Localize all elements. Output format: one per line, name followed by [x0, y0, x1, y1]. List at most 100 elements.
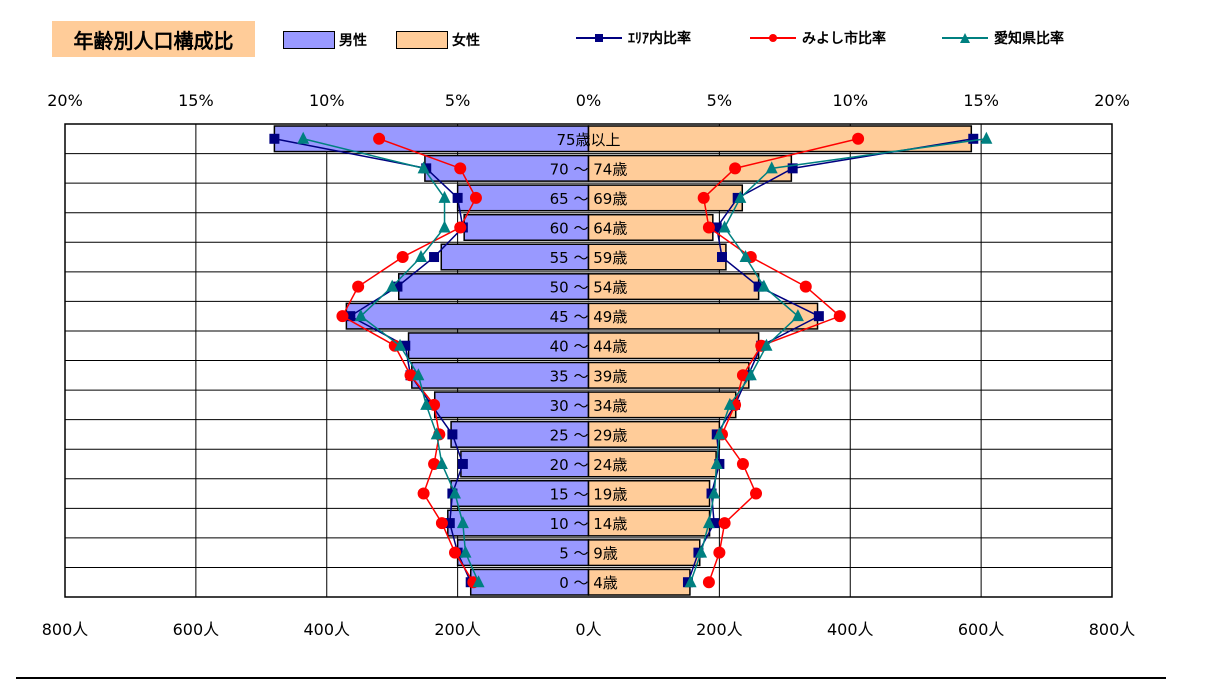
top-axis-tick-label: 20%	[47, 91, 83, 110]
male-bar	[411, 361, 590, 389]
ratio-point-square	[392, 281, 403, 292]
ratio-point-circle	[469, 191, 482, 204]
ratio-point-triangle	[430, 427, 443, 440]
legend-female-label: 女性	[452, 33, 480, 49]
ratio-point-square	[447, 429, 458, 440]
ratio-point-triangle	[684, 575, 697, 588]
male-bar	[456, 539, 590, 567]
ratio-point-square	[787, 163, 798, 174]
ratio-point-square	[444, 518, 455, 529]
ratio-point-triangle	[708, 486, 721, 499]
legend-area-ratio-line	[576, 34, 622, 42]
category-label: 55 ～ 59歳	[550, 249, 628, 267]
ratio-point-square	[345, 311, 356, 322]
legend-male-label: 男性	[339, 33, 367, 49]
ratio-point-circle	[718, 517, 731, 530]
legend-area-ratio: ｴﾘｱ内比率	[576, 28, 691, 48]
category-label: 50 ～ 54歳	[550, 279, 628, 297]
ratio-point-circle	[736, 457, 749, 470]
top-axis-tick-label: 10%	[832, 91, 868, 110]
ratio-point-square	[709, 518, 720, 529]
category-label: 5 ～ 9歳	[559, 545, 618, 563]
category-label: 45 ～ 49歳	[550, 308, 628, 326]
ratio-point-triangle	[472, 575, 485, 588]
ratio-point-circle	[702, 221, 715, 234]
chart-title: 年齢別人口構成比	[52, 21, 255, 57]
ratio-point-circle	[373, 132, 386, 145]
ratio-point-triangle	[449, 486, 462, 499]
female-bar	[587, 568, 691, 596]
ratio-point-circle	[852, 132, 865, 145]
ratio-line-female	[689, 138, 987, 583]
footer-divider	[16, 677, 1166, 679]
bottom-axis-tick-label: 800人	[42, 620, 89, 639]
category-label: 75歳以上	[556, 131, 620, 149]
ratio-point-triangle	[386, 279, 399, 292]
category-label: 0 ～ 4歳	[559, 574, 618, 592]
ratio-line-male	[303, 138, 480, 583]
ratio-point-triangle	[412, 368, 425, 381]
ratio-line-male	[341, 138, 477, 583]
ratio-point-triangle	[980, 131, 993, 144]
ratio-point-circle	[454, 221, 467, 234]
ratio-point-triangle	[760, 338, 773, 351]
category-label: 25 ～ 29歳	[550, 426, 628, 444]
ratio-point-circle	[697, 191, 710, 204]
ratio-point-triangle	[414, 250, 427, 263]
category-label: 10 ～ 14歳	[550, 515, 628, 533]
ratio-point-circle	[713, 546, 726, 559]
ratio-point-circle	[833, 310, 846, 323]
female-bar	[587, 302, 819, 330]
ratio-point-triangle	[459, 545, 472, 558]
male-bar	[433, 391, 590, 419]
ratio-point-triangle	[438, 190, 451, 203]
female-bar	[587, 509, 711, 537]
male-bar	[397, 273, 590, 301]
top-axis-tick-label: 5%	[707, 91, 732, 110]
ratio-line-female	[687, 138, 974, 583]
ratio-point-triangle	[718, 220, 731, 233]
legend-miyoshi-ratio-line	[750, 34, 796, 42]
female-bar	[587, 480, 711, 508]
bottom-axis-tick-label: 0人	[575, 620, 601, 639]
category-label: 20 ～ 24歳	[550, 456, 628, 474]
category-label: 60 ～ 64歳	[550, 219, 628, 237]
legend-aichi-ratio-line	[942, 33, 988, 43]
ratio-point-triangle	[394, 338, 407, 351]
ratio-point-triangle	[757, 279, 770, 292]
legend-female: 女性	[396, 30, 480, 50]
female-bar	[587, 154, 793, 182]
category-label: 65 ～ 69歳	[550, 190, 628, 208]
ratio-point-triangle	[297, 131, 310, 144]
ratio-point-triangle	[723, 397, 736, 410]
legend-male: 男性	[283, 30, 367, 50]
ratio-point-circle	[352, 280, 365, 293]
legend-male-swatch	[283, 31, 335, 49]
bottom-axis-tick-label: 400人	[827, 620, 874, 639]
ratio-point-square	[968, 133, 979, 144]
ratio-point-circle	[702, 576, 715, 589]
ratio-point-triangle	[713, 427, 726, 440]
legend-aichi-ratio: 愛知県比率	[942, 28, 1064, 48]
female-bar	[587, 125, 973, 153]
top-axis-tick-label: 0%	[576, 91, 601, 110]
ratio-point-triangle	[765, 161, 778, 174]
top-axis-tick-label: 10%	[309, 91, 345, 110]
category-label: 15 ～ 19歳	[550, 486, 628, 504]
male-bar	[440, 243, 590, 271]
ratio-point-triangle	[702, 516, 715, 529]
top-axis-tick-label: 5%	[445, 91, 470, 110]
ratio-point-triangle	[744, 368, 757, 381]
ratio-point-triangle	[791, 309, 804, 322]
ratio-point-circle	[435, 517, 448, 530]
ratio-point-circle	[336, 310, 349, 323]
legend-area-ratio-label: ｴﾘｱ内比率	[628, 31, 691, 47]
legend-female-swatch	[396, 31, 448, 49]
ratio-line-female	[702, 138, 859, 583]
male-bar	[424, 154, 590, 182]
category-label: 30 ～ 34歳	[550, 397, 628, 415]
female-bar	[587, 361, 750, 389]
top-axis-tick-label: 15%	[178, 91, 214, 110]
ratio-point-triangle	[734, 190, 747, 203]
